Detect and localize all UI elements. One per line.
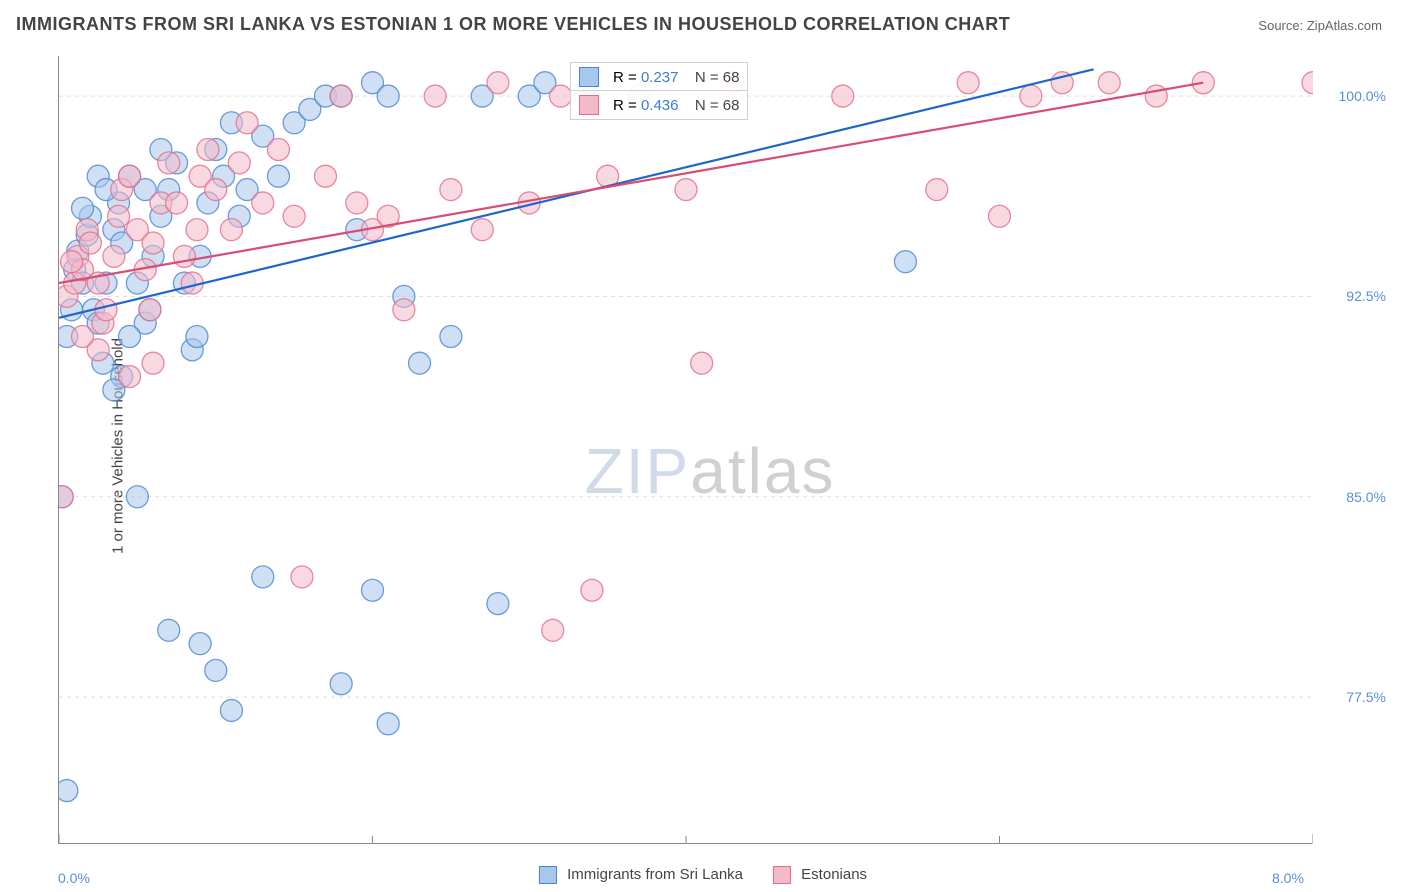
correlation-n: N = 68 [686,69,739,86]
plot-area [58,56,1312,844]
source-label: Source: [1258,18,1303,33]
correlation-swatch [579,95,599,115]
source-value: ZipAtlas.com [1307,18,1382,33]
ytick-label: 77.5% [1346,689,1386,705]
xtick-label: 0.0% [58,870,90,886]
ytick-label: 92.5% [1346,288,1386,304]
correlation-swatch [579,67,599,87]
correlation-r: R = 0.237 [613,69,678,86]
correlation-n: N = 68 [686,97,739,114]
legend-item-estonians: Estonians [773,866,867,884]
legend-label-sri-lanka: Immigrants from Sri Lanka [567,866,743,883]
scatter-svg [59,56,1313,844]
correlation-row: R = 0.436 N = 68 [570,90,748,120]
legend-swatch-estonians [773,866,791,884]
xtick-label: 8.0% [1272,870,1304,886]
ytick-label: 100.0% [1339,88,1386,104]
correlation-row: R = 0.237 N = 68 [570,62,748,92]
correlation-r: R = 0.436 [613,97,678,114]
legend-label-estonians: Estonians [801,866,867,883]
ytick-label: 85.0% [1346,489,1386,505]
legend-swatch-sri-lanka [539,866,557,884]
legend-item-sri-lanka: Immigrants from Sri Lanka [539,866,743,884]
source-attribution: Source: ZipAtlas.com [1258,18,1382,33]
bottom-legend: Immigrants from Sri Lanka Estonians [539,866,867,884]
chart-title: IMMIGRANTS FROM SRI LANKA VS ESTONIAN 1 … [16,14,1010,35]
